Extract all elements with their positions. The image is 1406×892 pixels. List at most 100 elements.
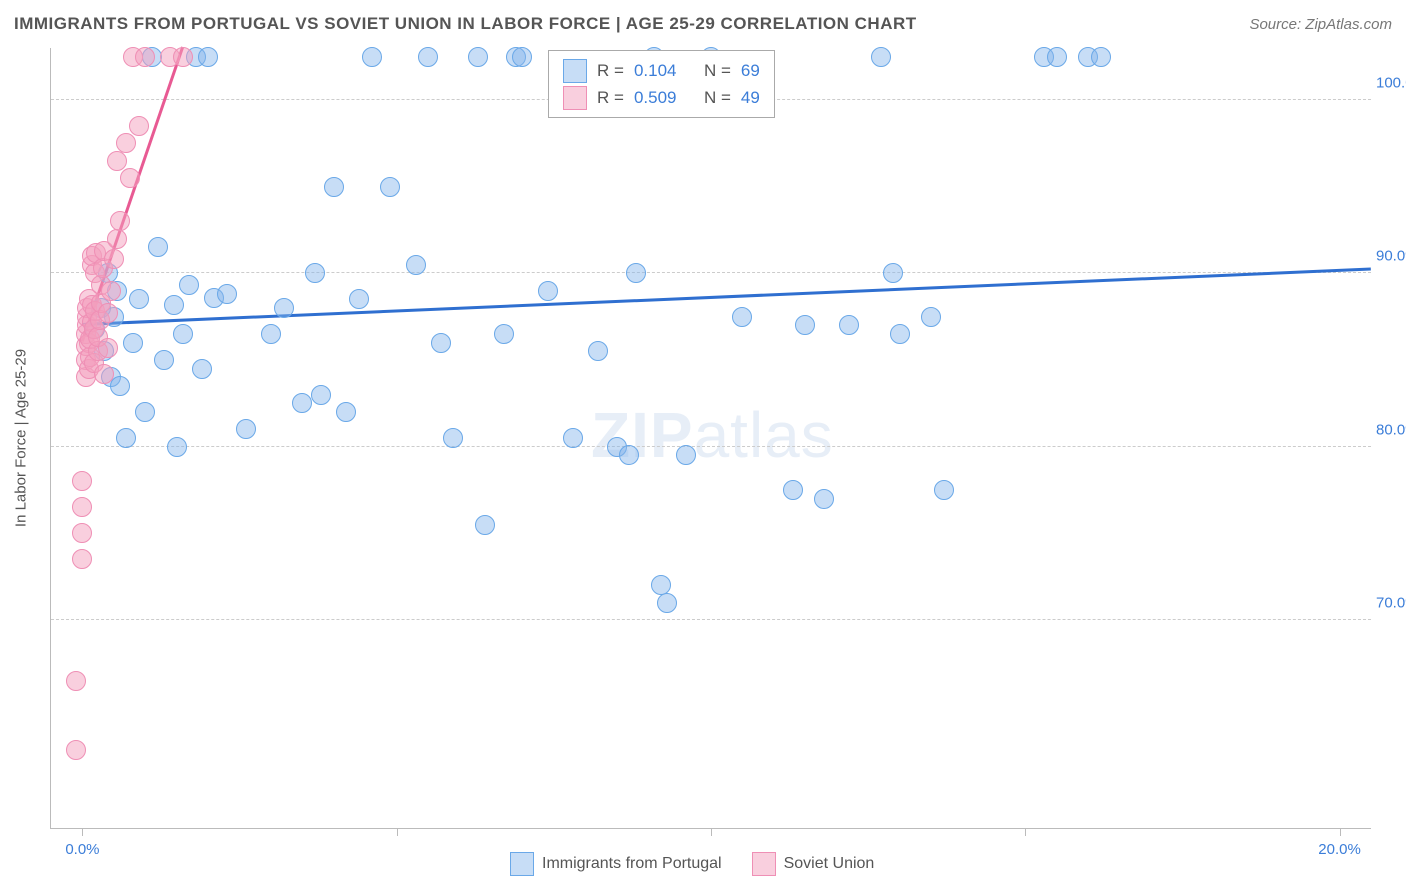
chart-title: IMMIGRANTS FROM PORTUGAL VS SOVIET UNION… bbox=[14, 14, 917, 34]
data-point bbox=[173, 47, 193, 67]
data-point bbox=[814, 489, 834, 509]
legend-label: Soviet Union bbox=[784, 855, 875, 873]
x-tick-label-left: 0.0% bbox=[65, 841, 99, 858]
chart-header: IMMIGRANTS FROM PORTUGAL VS SOVIET UNION… bbox=[14, 10, 1392, 38]
data-point bbox=[1047, 47, 1067, 67]
data-point bbox=[167, 437, 187, 457]
data-point bbox=[135, 402, 155, 422]
data-point bbox=[104, 249, 124, 269]
data-point bbox=[475, 515, 495, 535]
data-point bbox=[129, 289, 149, 309]
data-point bbox=[336, 402, 356, 422]
data-point bbox=[261, 324, 281, 344]
legend-correlation: R = 0.104 N = 69 R = 0.509 N = 49 bbox=[548, 50, 775, 118]
data-point bbox=[406, 255, 426, 275]
data-point bbox=[66, 740, 86, 760]
data-point bbox=[512, 47, 532, 67]
legend-label: Immigrants from Portugal bbox=[542, 855, 722, 873]
data-point bbox=[148, 237, 168, 257]
y-tick-label: 90.0% bbox=[1376, 248, 1406, 265]
y-axis-label: In Labor Force | Age 25-29 bbox=[13, 349, 30, 527]
data-point bbox=[123, 333, 143, 353]
data-point bbox=[107, 151, 127, 171]
data-point bbox=[494, 324, 514, 344]
plot-area: In Labor Force | Age 25-29 ZIPatlas 70.0… bbox=[50, 48, 1371, 829]
data-point bbox=[890, 324, 910, 344]
data-point bbox=[871, 47, 891, 67]
chart-source: Source: ZipAtlas.com bbox=[1249, 16, 1392, 33]
gridline bbox=[51, 619, 1371, 620]
x-tick bbox=[1340, 828, 1341, 836]
data-point bbox=[198, 47, 218, 67]
y-tick-label: 100.0% bbox=[1376, 75, 1406, 92]
legend-n-value: 49 bbox=[741, 84, 760, 111]
legend-n-label: N = bbox=[704, 57, 731, 84]
y-tick-label: 70.0% bbox=[1376, 595, 1406, 612]
data-point bbox=[934, 480, 954, 500]
data-point bbox=[443, 428, 463, 448]
data-point bbox=[135, 47, 155, 67]
data-point bbox=[217, 284, 237, 304]
data-point bbox=[626, 263, 646, 283]
data-point bbox=[676, 445, 696, 465]
data-point bbox=[98, 338, 118, 358]
data-point bbox=[349, 289, 369, 309]
data-point bbox=[154, 350, 174, 370]
legend-r-value: 0.104 bbox=[634, 57, 694, 84]
data-point bbox=[66, 671, 86, 691]
data-point bbox=[324, 177, 344, 197]
x-tick bbox=[1025, 828, 1026, 836]
x-tick bbox=[397, 828, 398, 836]
legend-row: R = 0.104 N = 69 bbox=[563, 57, 760, 84]
data-point bbox=[418, 47, 438, 67]
legend-swatch bbox=[752, 852, 776, 876]
legend-n-label: N = bbox=[704, 84, 731, 111]
legend-swatch bbox=[563, 59, 587, 83]
gridline bbox=[51, 446, 1371, 447]
data-point bbox=[732, 307, 752, 327]
data-point bbox=[179, 275, 199, 295]
legend-r-label: R = bbox=[597, 57, 624, 84]
data-point bbox=[795, 315, 815, 335]
legend-r-label: R = bbox=[597, 84, 624, 111]
data-point bbox=[110, 211, 130, 231]
legend-r-value: 0.509 bbox=[634, 84, 694, 111]
data-point bbox=[110, 376, 130, 396]
data-point bbox=[164, 295, 184, 315]
legend-series: Immigrants from Portugal Soviet Union bbox=[510, 852, 874, 876]
data-point bbox=[311, 385, 331, 405]
watermark-rest: atlas bbox=[694, 399, 834, 471]
data-point bbox=[120, 168, 140, 188]
data-point bbox=[380, 177, 400, 197]
legend-row: R = 0.509 N = 49 bbox=[563, 84, 760, 111]
data-point bbox=[305, 263, 325, 283]
data-point bbox=[101, 281, 121, 301]
data-point bbox=[236, 419, 256, 439]
data-point bbox=[619, 445, 639, 465]
legend-item: Immigrants from Portugal bbox=[510, 852, 722, 876]
data-point bbox=[362, 47, 382, 67]
data-point bbox=[839, 315, 859, 335]
data-point bbox=[72, 471, 92, 491]
data-point bbox=[292, 393, 312, 413]
y-tick-label: 80.0% bbox=[1376, 421, 1406, 438]
data-point bbox=[431, 333, 451, 353]
data-point bbox=[468, 47, 488, 67]
data-point bbox=[116, 133, 136, 153]
data-point bbox=[94, 364, 114, 384]
data-point bbox=[657, 593, 677, 613]
data-point bbox=[588, 341, 608, 361]
data-point bbox=[192, 359, 212, 379]
gridline bbox=[51, 272, 1371, 273]
x-tick bbox=[711, 828, 712, 836]
data-point bbox=[563, 428, 583, 448]
data-point bbox=[274, 298, 294, 318]
legend-n-value: 69 bbox=[741, 57, 760, 84]
legend-item: Soviet Union bbox=[752, 852, 875, 876]
data-point bbox=[72, 549, 92, 569]
x-tick bbox=[82, 828, 83, 836]
data-point bbox=[173, 324, 193, 344]
x-tick-label-right: 20.0% bbox=[1318, 841, 1361, 858]
data-point bbox=[538, 281, 558, 301]
data-point bbox=[72, 523, 92, 543]
